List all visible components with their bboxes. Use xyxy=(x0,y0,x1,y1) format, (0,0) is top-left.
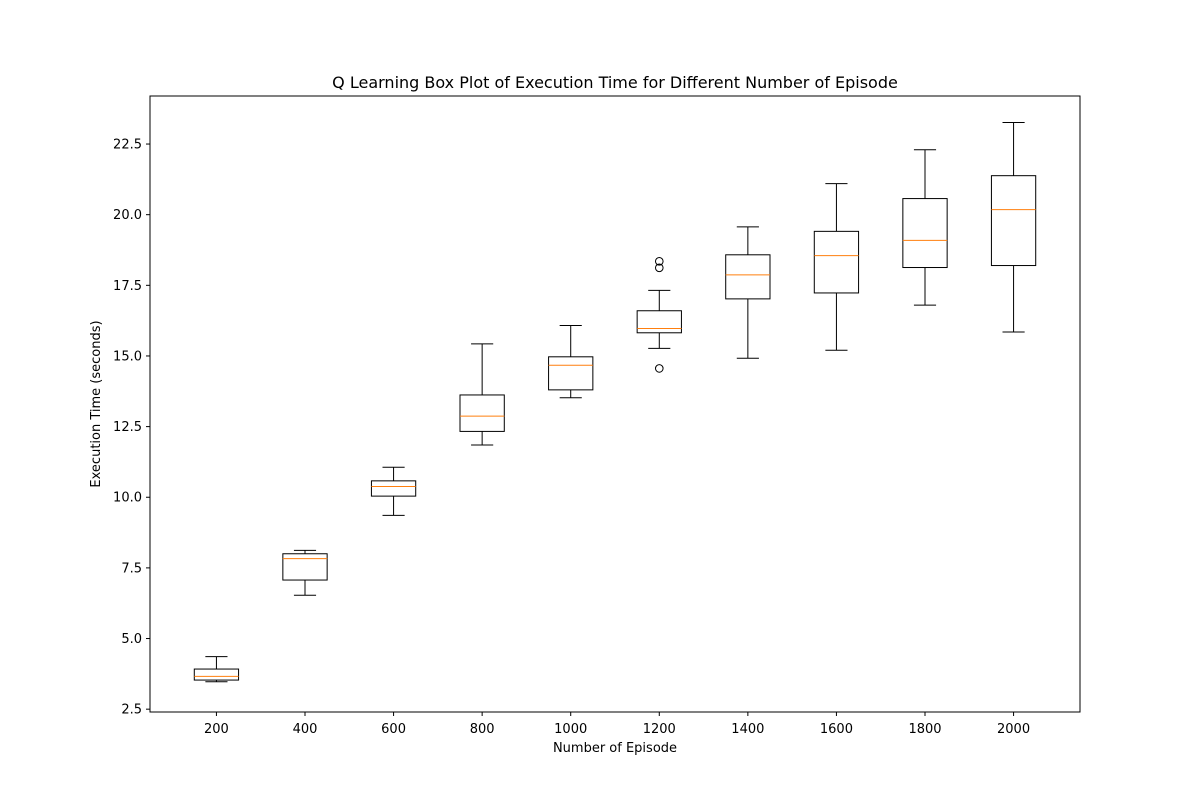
plot-area: 2.5 5.0 7.5 10.0 12.5 15.0 17.5 20.0 22.5 200 400 6… xyxy=(113,95,1081,737)
box-200 xyxy=(193,668,240,681)
box-1400 xyxy=(725,254,771,300)
y-tick-label: 7.5 xyxy=(121,561,142,576)
y-tick-label: 2.5 xyxy=(121,703,142,718)
box-800 xyxy=(459,394,505,432)
x-tick-label: 1200 xyxy=(643,722,676,737)
x-tick-label: 1600 xyxy=(820,722,853,737)
outlier-point xyxy=(654,364,664,373)
y-tick-label: 22.5 xyxy=(113,138,142,153)
outlier-point xyxy=(654,263,664,273)
x-tick-label: 1400 xyxy=(731,722,764,737)
y-axis-label: Execution Time (seconds) xyxy=(89,320,104,487)
x-tick-label: 600 xyxy=(381,722,406,737)
y-tick-label: 17.5 xyxy=(113,279,142,294)
x-tick-label: 400 xyxy=(293,722,318,737)
y-tick-label: 12.5 xyxy=(113,420,142,435)
y-tick-label: 15.0 xyxy=(113,349,142,364)
box-1000 xyxy=(548,356,594,391)
box-1200 xyxy=(636,310,682,334)
box-2000 xyxy=(990,175,1037,267)
x-tick-label: 200 xyxy=(204,722,229,737)
y-tick-label: 20.0 xyxy=(113,208,142,223)
axes-frame xyxy=(149,95,1081,713)
x-tick-label: 2000 xyxy=(997,722,1030,737)
y-tick-label: 10.0 xyxy=(113,491,142,506)
y-tick-label: 5.0 xyxy=(121,632,142,647)
x-axis-label: Number of Episode xyxy=(553,741,677,756)
x-tick-label: 800 xyxy=(470,722,495,737)
chart-title: Q Learning Box Plot of Execution Time fo… xyxy=(332,73,898,92)
x-tick-label: 1000 xyxy=(554,722,587,737)
outlier-point xyxy=(654,257,664,266)
box-600 xyxy=(370,480,417,497)
box-1600 xyxy=(813,230,860,294)
box-1800 xyxy=(902,198,948,269)
box-400 xyxy=(282,553,328,581)
x-tick-label: 1800 xyxy=(908,722,941,737)
